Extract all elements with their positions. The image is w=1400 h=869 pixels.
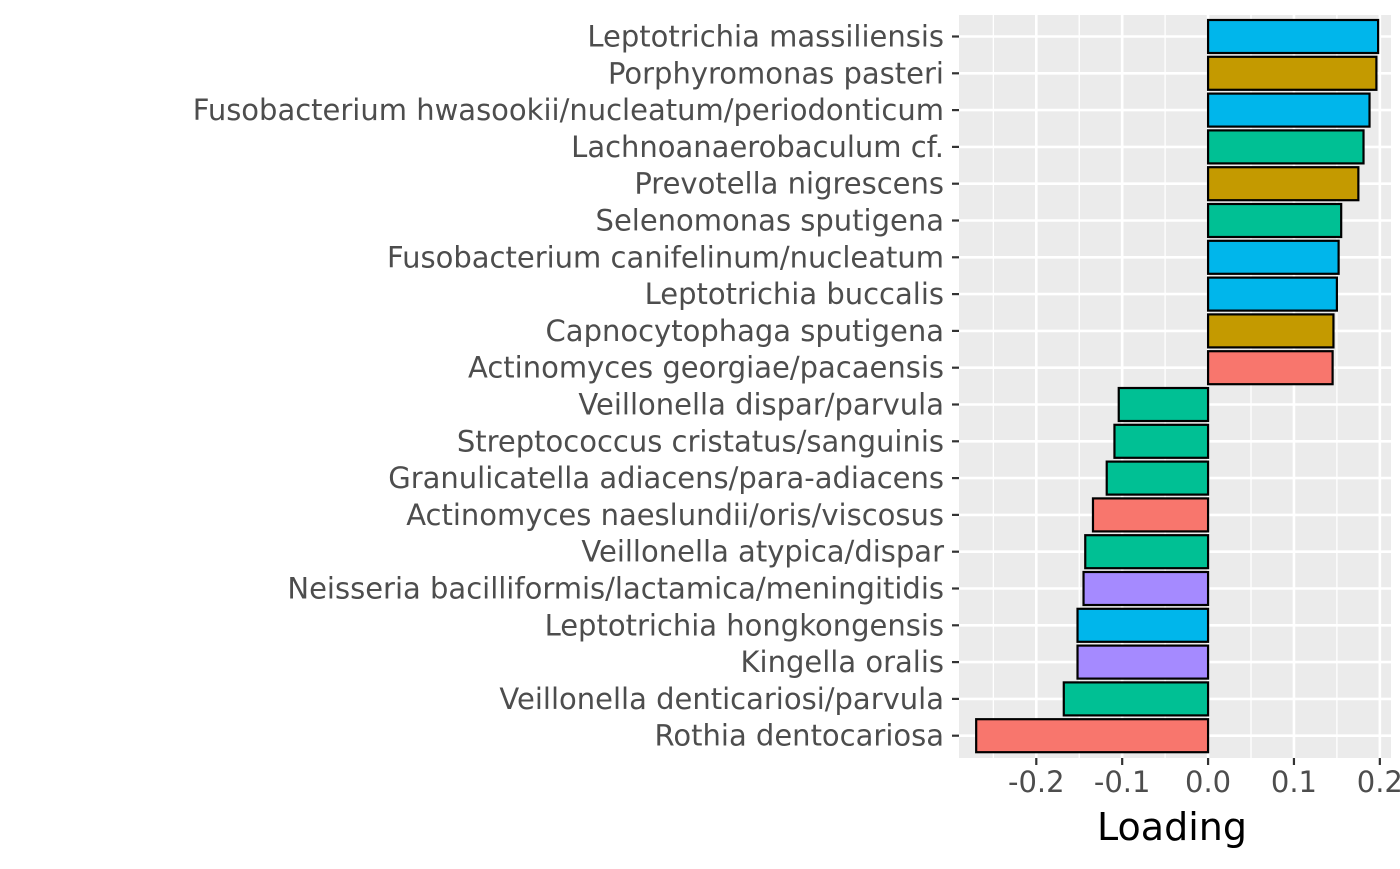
bar	[1206, 55, 1378, 91]
y-tick-label: Lachnoanaerobaculum cf.	[571, 130, 944, 164]
bar	[1206, 129, 1365, 165]
bar	[1105, 460, 1210, 496]
y-tick-label: Porphyromonas pasteri	[608, 56, 944, 90]
bar	[1206, 350, 1334, 386]
y-tick-label: Kingella oralis	[741, 645, 944, 679]
x-axis-title: Loading	[1097, 805, 1247, 849]
y-tick-label: Granulicatella adiacens/para-adiacens	[388, 461, 944, 495]
y-tick-label: Actinomyces georgiae/pacaensis	[468, 351, 944, 385]
y-tick-label: Actinomyces naeslundii/oris/viscosus	[406, 498, 944, 532]
x-axis: -0.2 -0.1 0.0 0.1 0.2	[1008, 758, 1400, 799]
bar	[975, 718, 1210, 754]
bar	[1076, 644, 1210, 680]
y-tick-label: Fusobacterium canifelinum/nucleatum	[387, 240, 944, 274]
x-tick-label: 0.1	[1271, 765, 1317, 799]
bar	[1206, 18, 1380, 55]
y-tick-label: Selenomonas sputigena	[596, 204, 944, 238]
y-tick-label: Veillonella dispar/parvula	[578, 388, 944, 422]
bar	[1206, 202, 1343, 239]
y-tick-label: Neisseria bacilliformis/lactamica/mening…	[287, 572, 944, 606]
x-tick-label: -0.1	[1094, 765, 1151, 799]
y-tick-label: Capnocytophaga sputigena	[546, 314, 944, 348]
y-tick-label: Rothia dentocariosa	[655, 719, 944, 753]
y-tick-label: Prevotella nigrescens	[634, 167, 944, 201]
bar	[1206, 239, 1340, 275]
bar	[1084, 534, 1210, 570]
y-tick-label: Fusobacterium hwasookii/nucleatum/period…	[193, 93, 944, 127]
y-tick-label: Leptotrichia hongkongensis	[545, 608, 944, 642]
x-tick-label: -0.2	[1008, 765, 1065, 799]
bar	[1113, 423, 1210, 459]
bar	[1206, 92, 1371, 128]
bar	[1091, 497, 1210, 533]
bars	[975, 18, 1380, 754]
bar	[1076, 607, 1210, 643]
y-tick-label: Leptotrichia buccalis	[645, 277, 944, 311]
y-tick-label: Veillonella denticariosi/parvula	[499, 682, 944, 716]
bar	[1117, 386, 1210, 423]
y-tick-label: Veillonella atypica/dispar	[581, 535, 944, 569]
bar	[1206, 313, 1335, 349]
bar	[1082, 570, 1210, 607]
bar	[1062, 681, 1210, 717]
bar	[1206, 166, 1360, 202]
y-tick-label: Leptotrichia massiliensis	[587, 20, 944, 54]
x-tick-label: 0.0	[1185, 765, 1231, 799]
x-tick-label: 0.2	[1357, 765, 1400, 799]
bar	[1206, 276, 1338, 312]
y-tick-label: Streptococcus cristatus/sanguinis	[457, 424, 944, 458]
